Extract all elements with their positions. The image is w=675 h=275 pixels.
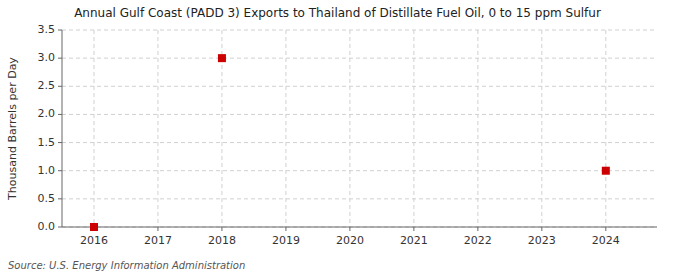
tick-label: 1.5	[38, 136, 56, 149]
tick-label: 3.0	[38, 51, 56, 64]
tick	[58, 114, 62, 115]
point	[90, 223, 98, 231]
grid-line	[157, 30, 158, 227]
tick	[285, 227, 286, 231]
grid-line	[62, 30, 657, 31]
grid-line	[477, 30, 478, 227]
tick-label: 2017	[144, 234, 172, 247]
tick-label: 2021	[400, 234, 428, 247]
tick	[58, 198, 62, 199]
grid-line	[62, 142, 657, 143]
grid-line	[605, 30, 606, 227]
tick-label: 1.0	[38, 164, 56, 177]
tick-label: 0.0	[38, 220, 56, 233]
grid-line	[349, 30, 350, 227]
tick	[58, 227, 62, 228]
tick	[349, 227, 350, 231]
tick-label: 2022	[464, 234, 492, 247]
tick-label: 3.5	[38, 23, 56, 36]
grid-line	[62, 58, 657, 59]
tick-label: 2019	[272, 234, 300, 247]
tick-label: 2.5	[38, 79, 56, 92]
points	[90, 54, 610, 231]
tick	[157, 227, 158, 231]
tick-label: 2020	[336, 234, 364, 247]
axes: 0.0 0.5 1.0 1.5 2.0 2.5 3.0 3.5 2016 2017 2018 2019…	[38, 23, 658, 247]
point	[602, 167, 610, 175]
tick-label: 2023	[528, 234, 556, 247]
tick	[58, 30, 62, 31]
tick	[605, 227, 606, 231]
grid-line	[62, 198, 657, 199]
grid-line	[541, 30, 542, 227]
source: Source: U.S. Energy Information Administ…	[8, 260, 245, 271]
grid-line	[62, 170, 657, 171]
tick-label: 0.5	[38, 192, 56, 205]
point	[218, 54, 226, 62]
grid-line	[62, 86, 657, 87]
grid-line	[93, 30, 94, 227]
y-axis-label: Thousand Barrels per Day	[6, 57, 19, 201]
tick	[58, 86, 62, 87]
tick	[221, 227, 222, 231]
tick	[58, 142, 62, 143]
tick-label: 2016	[80, 234, 108, 247]
grid-line	[413, 30, 414, 227]
tick-label: 2024	[592, 234, 620, 247]
tick	[58, 58, 62, 59]
grid-line	[62, 227, 657, 228]
tick	[541, 227, 542, 231]
chart: 0.0 0.5 1.0 1.5 2.0 2.5 3.0 3.5 2016 2017 2018 2019…	[0, 0, 675, 275]
x-axis-line	[62, 227, 657, 228]
title: Annual Gulf Coast (PADD 3) Exports to Th…	[74, 6, 601, 20]
tick	[58, 170, 62, 171]
grid-line	[62, 114, 657, 115]
tick-label: 2.0	[38, 107, 56, 120]
tick	[477, 227, 478, 231]
grid-line	[285, 30, 286, 227]
y-axis-line	[62, 30, 63, 227]
tick	[413, 227, 414, 231]
grid	[62, 30, 657, 227]
tick-label: 2018	[208, 234, 236, 247]
